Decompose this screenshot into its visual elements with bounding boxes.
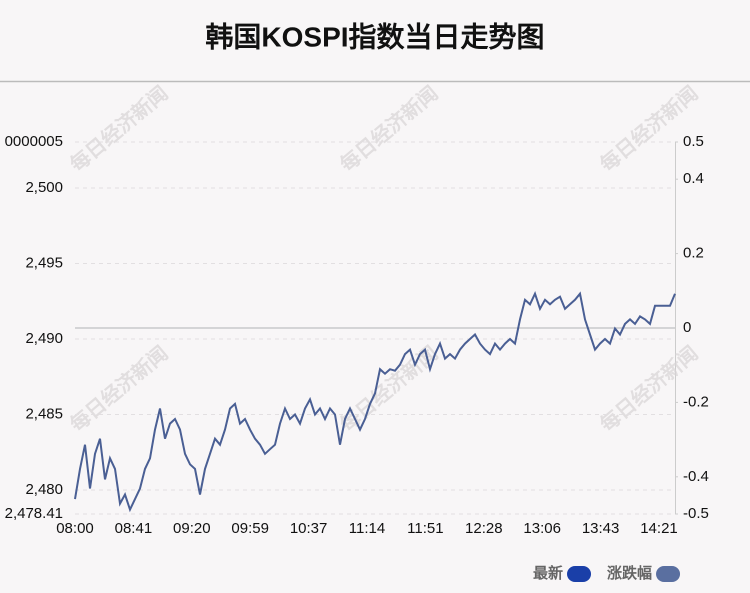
- y2-tick-label: -0.4: [683, 468, 709, 485]
- x-tick-label: 08:41: [115, 520, 153, 537]
- legend-swatch: [656, 566, 681, 582]
- y2-tick-label: 0.5: [683, 133, 704, 150]
- y2-tick-label: 0.2: [683, 245, 704, 262]
- y-tick-label: 2,480: [25, 481, 63, 498]
- x-tick-label: 09:20: [173, 520, 211, 537]
- watermark: 每日经济新闻: [335, 81, 442, 177]
- chart-title: 韩国KOSPI指数当日走势图: [205, 21, 544, 52]
- watermark: 每日经济新闻: [595, 341, 702, 437]
- y-tick-label: 0000005: [5, 133, 63, 150]
- y2-tick-label: -0.5: [683, 505, 709, 522]
- x-tick-label: 11:51: [407, 520, 443, 537]
- x-tick-label: 11:14: [349, 520, 385, 537]
- y-tick-label: 2,485: [25, 405, 63, 422]
- y-tick-label: 2,478.41: [5, 505, 63, 522]
- price-line: [74, 291, 676, 513]
- y-tick-label: 2,495: [25, 255, 63, 272]
- y2-tick-label: -0.2: [683, 393, 709, 410]
- x-tick-label: 12:28: [465, 520, 503, 537]
- x-tick-label: 08:00: [56, 520, 94, 537]
- x-tick-label: 10:37: [290, 520, 328, 537]
- legend-label: 涨跌幅: [607, 564, 652, 582]
- y2-tick-label: 0.4: [683, 170, 704, 187]
- watermark: 每日经济新闻: [595, 81, 702, 177]
- x-tick-label: 14:21: [640, 520, 678, 537]
- legend-swatch: [567, 566, 592, 582]
- y-tick-label: 2,500: [25, 179, 63, 196]
- y2-tick-label: 0: [683, 319, 691, 336]
- legend-label: 最新: [533, 564, 563, 582]
- x-tick-label: 13:06: [523, 520, 561, 537]
- watermark: 每日经济新闻: [65, 81, 172, 177]
- x-tick-label: 13:43: [582, 520, 620, 537]
- y-tick-label: 2,490: [25, 330, 63, 347]
- x-tick-label: 09:59: [231, 520, 269, 537]
